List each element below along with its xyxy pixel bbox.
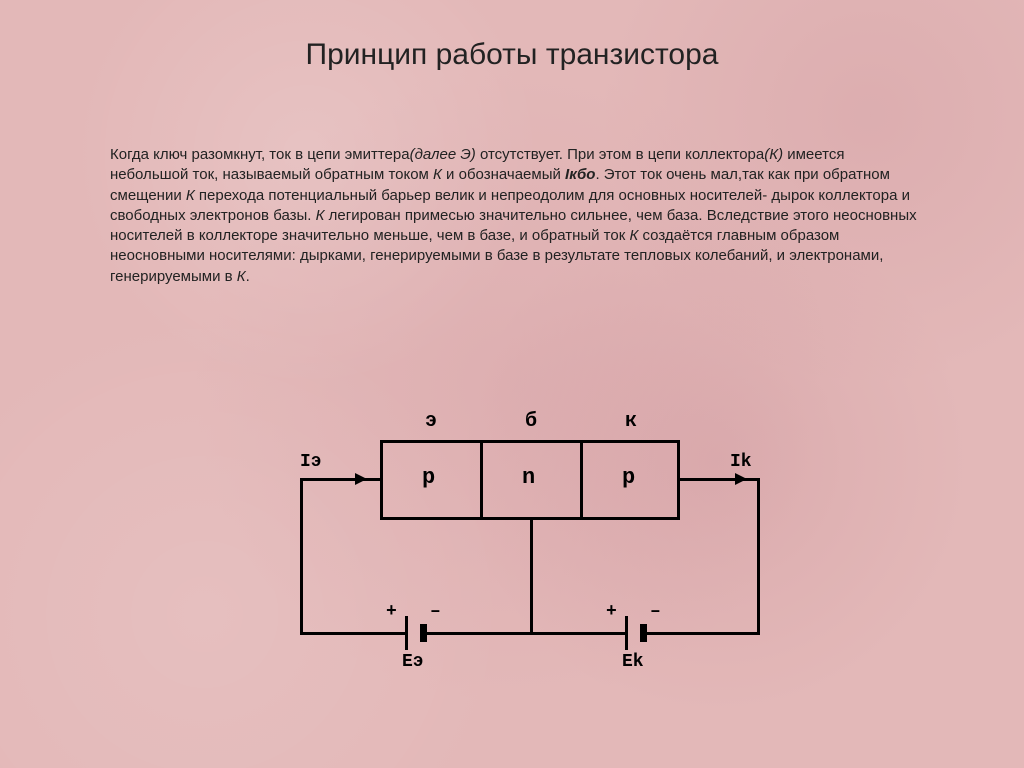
t: . — [246, 268, 250, 285]
battery-e-short-icon — [420, 624, 427, 642]
sign-e-plus: + — [386, 602, 397, 622]
t: К — [237, 268, 246, 285]
sign-k-minus: – — [650, 602, 661, 622]
t: Iкбо — [565, 166, 595, 183]
battery-k-long-icon — [625, 616, 628, 650]
transistor-diagram: э б к p n p Iэ Ik + – Eэ + – Ek — [260, 400, 800, 700]
wire-collector-out — [680, 478, 760, 481]
t: и обозначаемый — [442, 166, 565, 183]
wire-left-down — [300, 478, 303, 635]
wire-right-bottom-b — [647, 632, 760, 635]
junction-bc — [580, 440, 583, 520]
wire-left-bottom-a — [300, 632, 405, 635]
t: Когда ключ разомкнут, ток в цепи эмиттер… — [110, 146, 410, 163]
label-base-top: б — [525, 410, 537, 433]
wire-right-down — [757, 478, 760, 635]
region-emitter: p — [422, 465, 435, 490]
body-text: Когда ключ разомкнут, ток в цепи эмиттер… — [110, 145, 920, 287]
t: К — [629, 227, 638, 244]
arrow-ik-icon — [735, 473, 747, 485]
t: К — [186, 187, 195, 204]
wire-emitter-out — [300, 478, 380, 481]
junction-eb — [480, 440, 483, 520]
page-title: Принцип работы транзистора — [0, 38, 1024, 72]
region-collector: p — [622, 465, 635, 490]
label-battery-k: Ek — [622, 652, 644, 672]
t: (далее Э) — [410, 146, 476, 163]
battery-k-short-icon — [640, 624, 647, 642]
t: (К) — [764, 146, 783, 163]
sign-e-minus: – — [430, 602, 441, 622]
label-collector-top: к — [625, 410, 637, 433]
t: отсутствует. При этом в цепи коллектора — [476, 146, 764, 163]
arrow-ie-icon — [355, 473, 367, 485]
wire-right-bottom-a — [530, 632, 625, 635]
wire-base-down — [530, 520, 533, 635]
sign-k-plus: + — [606, 602, 617, 622]
t: К — [433, 166, 442, 183]
wire-left-bottom-b — [427, 632, 533, 635]
label-ie: Iэ — [300, 452, 322, 472]
battery-e-long-icon — [405, 616, 408, 650]
label-ik: Ik — [730, 452, 752, 472]
region-base: n — [522, 465, 535, 490]
label-emitter-top: э — [425, 410, 437, 433]
label-battery-e: Eэ — [402, 652, 424, 672]
